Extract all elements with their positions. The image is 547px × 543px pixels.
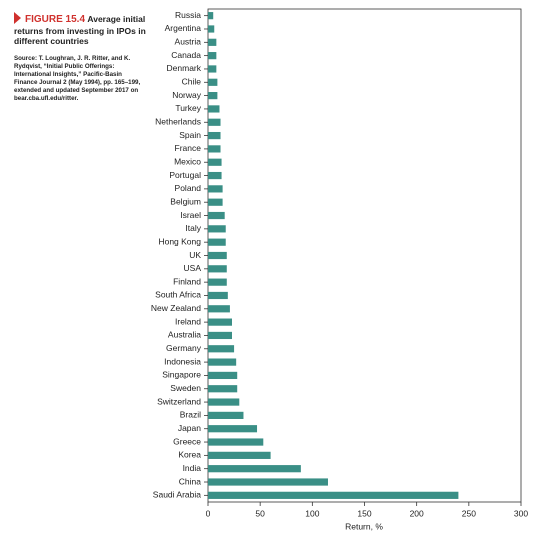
bar xyxy=(208,358,237,366)
bar xyxy=(208,92,218,100)
bar xyxy=(208,278,227,286)
bar xyxy=(208,318,232,326)
bar xyxy=(208,171,222,180)
bar xyxy=(208,438,264,446)
y-tick-label: Japan xyxy=(178,423,201,433)
bar xyxy=(208,185,223,193)
bar xyxy=(208,291,228,300)
y-tick-label: Austria xyxy=(175,37,202,47)
x-tick-label: 250 xyxy=(462,508,476,518)
x-tick-label: 150 xyxy=(357,508,371,518)
bar xyxy=(208,38,217,46)
caption-title: Average initial returns from investing i… xyxy=(14,14,146,46)
x-tick-label: 100 xyxy=(305,508,319,518)
bar xyxy=(208,371,238,380)
bar xyxy=(208,385,238,393)
y-tick-label: China xyxy=(179,476,201,486)
bar xyxy=(208,425,258,433)
bar xyxy=(208,145,221,153)
y-tick-label: USA xyxy=(184,263,202,273)
y-tick-label: Saudi Arabia xyxy=(153,490,201,500)
y-tick-label: Finland xyxy=(173,276,201,286)
bar xyxy=(208,265,227,273)
bar xyxy=(208,305,230,313)
bar xyxy=(208,211,225,220)
y-tick-label: UK xyxy=(189,250,201,260)
y-tick-label: Indonesia xyxy=(164,356,201,366)
bar xyxy=(208,105,220,113)
bar xyxy=(208,198,223,206)
y-tick-label: Spain xyxy=(179,130,201,140)
y-tick-label: Portugal xyxy=(169,170,201,180)
caption: FIGURE 15.4 Average initial returns from… xyxy=(14,12,146,103)
bar xyxy=(208,131,221,140)
y-tick-label: Brazil xyxy=(180,410,201,420)
y-tick-label: Sweden xyxy=(170,383,201,393)
y-tick-label: Canada xyxy=(171,50,201,60)
y-tick-label: Greece xyxy=(173,436,201,446)
figure-label: FIGURE 15.4 xyxy=(14,14,85,25)
bar xyxy=(208,225,226,233)
x-tick-label: 300 xyxy=(514,508,528,518)
bar xyxy=(208,52,217,60)
bar xyxy=(208,398,240,406)
y-tick-label: Poland xyxy=(175,183,202,193)
y-tick-label: Korea xyxy=(178,450,201,460)
y-tick-label: South Africa xyxy=(155,290,201,300)
x-tick-label: 0 xyxy=(206,508,211,518)
y-tick-label: France xyxy=(175,143,202,153)
y-tick-label: India xyxy=(183,463,202,473)
bar xyxy=(208,251,227,260)
y-tick-label: Switzerland xyxy=(157,396,201,406)
x-axis-title: Return, % xyxy=(345,521,383,531)
y-tick-label: Denmark xyxy=(167,63,202,73)
y-tick-label: Norway xyxy=(172,90,202,100)
bar xyxy=(208,25,215,33)
bar xyxy=(208,411,244,419)
y-tick-label: New Zealand xyxy=(151,303,201,313)
y-tick-label: Italy xyxy=(185,223,201,233)
bar xyxy=(208,65,217,73)
bar xyxy=(208,12,214,20)
bar xyxy=(208,118,221,126)
bar xyxy=(208,78,218,86)
y-tick-label: Mexico xyxy=(174,156,201,166)
y-tick-label: Australia xyxy=(168,330,201,340)
bar xyxy=(208,451,271,459)
bar xyxy=(208,331,232,340)
y-tick-label: Singapore xyxy=(162,370,201,380)
y-tick-label: Russia xyxy=(175,10,201,20)
bar xyxy=(208,158,222,166)
x-tick-label: 200 xyxy=(410,508,424,518)
bar xyxy=(208,491,459,499)
bar xyxy=(208,465,301,473)
y-tick-label: Belgium xyxy=(170,196,201,206)
bar xyxy=(208,478,328,486)
y-tick-label: Netherlands xyxy=(155,117,201,127)
y-tick-label: Hong Kong xyxy=(158,236,201,246)
y-tick-label: Israel xyxy=(180,210,201,220)
x-tick-label: 50 xyxy=(255,508,265,518)
y-tick-label: Ireland xyxy=(175,316,201,326)
y-tick-label: Turkey xyxy=(175,103,201,113)
bar xyxy=(208,238,226,246)
source: Source: T. Loughran, J. R. Ritter, and K… xyxy=(14,54,141,102)
y-tick-label: Germany xyxy=(166,343,202,353)
y-tick-label: Argentina xyxy=(165,23,202,33)
bar xyxy=(208,345,235,353)
y-tick-label: Chile xyxy=(182,77,202,87)
